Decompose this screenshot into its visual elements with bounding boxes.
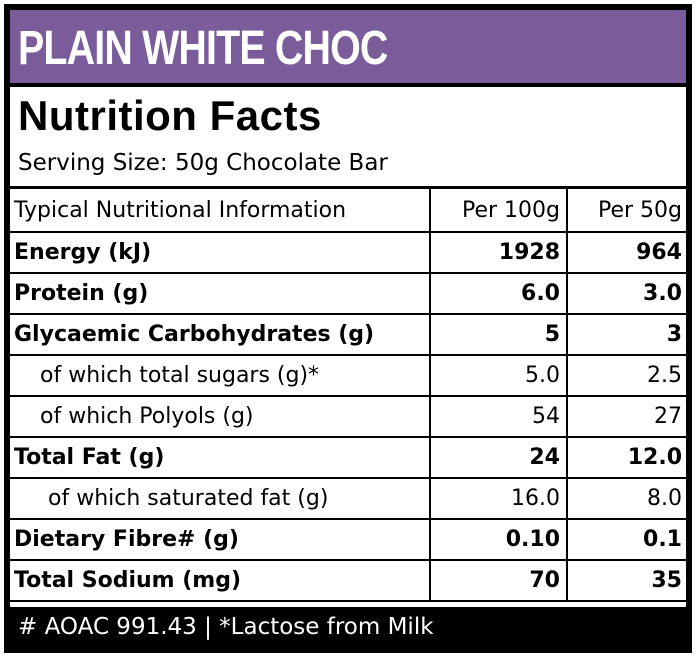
table-row: Glycaemic Carbohydrates (g) 5 3 [10, 315, 686, 356]
value-per-100g: 70 [431, 561, 568, 600]
nutrient-label: Total Sodium (mg) [10, 561, 431, 600]
nutrition-label: PLAIN WHITE CHOC Nutrition Facts Serving… [4, 4, 692, 653]
nutrient-label: of which Polyols (g) [10, 397, 431, 436]
serving-size: Serving Size: 50g Chocolate Bar [18, 150, 388, 176]
value-per-50g: 35 [651, 568, 682, 593]
table-row: of which saturated fat (g) 16.0 8.0 [10, 479, 686, 520]
value-per-50g: 2.5 [647, 363, 682, 388]
product-banner: PLAIN WHITE CHOC [10, 10, 686, 87]
nutrient-label: of which total sugars (g)* [10, 356, 431, 395]
table-row: Energy (kJ) 1928 964 [10, 233, 686, 274]
value-per-100g: 24 [431, 438, 568, 477]
nutrition-title: Nutrition Facts [18, 92, 322, 139]
footer-notes: # AOAC 991.43 | *Lactose from Milk [10, 607, 686, 647]
table-row: of which total sugars (g)* 5.0 2.5 [10, 356, 686, 397]
nutrient-label: of which saturated fat (g) [10, 479, 431, 518]
value-per-100g: 6.0 [431, 274, 568, 313]
value-per-100g: 1928 [431, 233, 568, 272]
nutrient-label: Dietary Fibre# (g) [10, 520, 431, 559]
nutrient-label: Protein (g) [10, 274, 431, 313]
table-row: Total Sodium (mg) 70 35 [10, 561, 686, 602]
header-per-100g: Per 100g [431, 189, 568, 231]
nutrient-label: Total Fat (g) [10, 438, 431, 477]
value-per-50g: 27 [654, 404, 682, 429]
value-per-50g: 3 [666, 322, 682, 347]
header-nutrient: Typical Nutritional Information [10, 189, 431, 231]
nutrition-table: Typical Nutritional Information Per 100g… [10, 186, 686, 602]
nutrient-label: Glycaemic Carbohydrates (g) [10, 315, 431, 354]
table-row: Dietary Fibre# (g) 0.10 0.1 [10, 520, 686, 561]
value-per-50g: 964 [636, 240, 682, 265]
value-per-100g: 5.0 [431, 356, 568, 395]
table-row: Total Fat (g) 24 12.0 [10, 438, 686, 479]
value-per-100g: 16.0 [431, 479, 568, 518]
value-per-50g: 12.0 [627, 445, 682, 470]
table-row: of which Polyols (g) 54 27 [10, 397, 686, 438]
value-per-50g: 3.0 [643, 281, 682, 306]
nutrient-label: Energy (kJ) [10, 233, 431, 272]
header-per-50g: Per 50g [597, 197, 682, 223]
table-row: Protein (g) 6.0 3.0 [10, 274, 686, 315]
value-per-100g: 0.10 [431, 520, 568, 559]
table-header-row: Typical Nutritional Information Per 100g… [10, 189, 686, 233]
value-per-100g: 5 [431, 315, 568, 354]
value-per-100g: 54 [431, 397, 568, 436]
value-per-50g: 0.1 [643, 527, 682, 552]
value-per-50g: 8.0 [647, 486, 682, 511]
product-name: PLAIN WHITE CHOC [18, 22, 388, 75]
table-body: Energy (kJ) 1928 964 Protein (g) 6.0 3.0 Glyca… [10, 233, 686, 602]
